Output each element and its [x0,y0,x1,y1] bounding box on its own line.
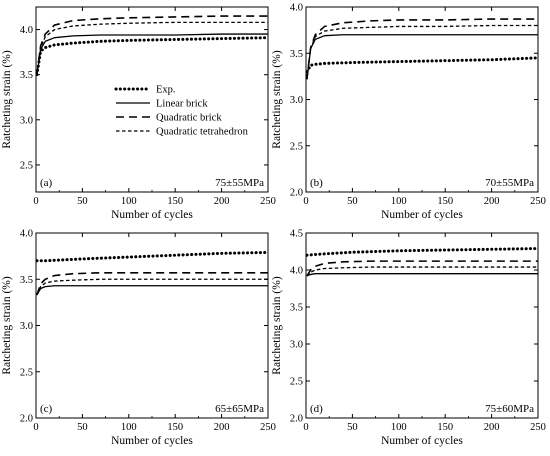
y-tick-label: 4.0 [20,25,33,36]
x-tick-label: 0 [303,196,308,207]
series-line-quadratic-tetrahedron [36,21,268,75]
x-tick-label: 50 [347,422,358,433]
y-axis-title: Ratcheting strain (%) [1,276,13,375]
series-line-linear-brick [306,273,538,277]
panel-label: (b) [310,177,323,189]
y-tick-label: 2.5 [290,141,303,152]
loading-annotation: 75±60MPa [485,403,534,415]
series-line-quadratic-tetrahedron [306,266,538,277]
x-tick-label: 150 [167,422,183,433]
series-line-exp [36,250,268,263]
series-line-quadratic-brick [36,15,268,75]
y-tick-label: 2.5 [20,160,33,171]
legend: Exp. Linear brick Quadratic brick Quadratic… [114,85,249,138]
y-axis-title: Ratcheting strain (%) [1,50,13,149]
x-tick-label: 200 [214,196,230,207]
x-tick-label: 250 [530,196,546,207]
x-tick-label: 50 [77,196,88,207]
x-tick-label: 100 [121,422,137,433]
x-axis-title: Number of cycles [381,435,463,447]
y-tick-label: 3.5 [290,303,303,314]
y-tick-label: 2.0 [20,414,33,425]
legend-label: Quadratic tetrahedron [156,127,249,138]
y-axis-title: Ratcheting strain (%) [271,276,283,375]
chart-panel-a: 0 50 100 150 200 250 2.5 3.0 3.5 4.0 Number of cyc… [1,6,276,221]
y-tick-label: 4.0 [290,266,303,277]
series-line-linear-brick [36,33,268,75]
series-line-exp [36,36,268,77]
legend-label: Exp. [156,85,176,96]
x-tick-label: 50 [347,196,358,207]
y-tick-label: 3.0 [290,95,303,106]
y-tick-label: 3.5 [20,275,33,286]
x-tick-label: 200 [484,196,500,207]
x-axis-title: Number of cycles [381,209,463,221]
x-tick-label: 250 [260,422,276,433]
series-line-quadratic-tetrahedron [306,24,538,80]
x-tick-label: 200 [484,422,500,433]
y-tick-label: 4.0 [290,3,303,14]
y-tick-label: 3.0 [20,115,33,126]
y-tick-label: 2.5 [20,367,33,378]
x-axis-title: Number of cycles [111,435,193,447]
x-tick-label: 0 [33,196,38,207]
chart-panel-d: 0 50 100 150 200 250 2.0 2.5 3.0 3.5 4.0 4.5 Number … [271,229,546,448]
x-tick-label: 200 [214,422,230,433]
x-tick-label: 100 [391,196,407,207]
loading-annotation: 75±55MPa [215,177,264,189]
series-line-exp [306,247,538,257]
y-tick-label: 3.5 [290,49,303,60]
y-tick-label: 3.5 [20,70,33,81]
panel-label: (a) [40,177,53,189]
x-tick-label: 100 [121,196,137,207]
y-tick-label: 3.0 [290,340,303,351]
series-line-quadratic-brick [36,271,268,296]
loading-annotation: 70±55MPa [485,177,534,189]
legend-label: Linear brick [156,99,208,110]
y-tick-label: 2.0 [290,188,303,199]
series-line-linear-brick [36,285,268,296]
legend-label: Quadratic brick [156,113,222,124]
series-line-exp [306,56,538,74]
x-tick-label: 50 [77,422,88,433]
x-tick-label: 100 [391,422,407,433]
series-line-quadratic-brick [306,260,538,277]
y-tick-label: 2.0 [290,414,303,425]
x-axis-title: Number of cycles [111,209,193,221]
y-tick-label: 2.5 [290,377,303,388]
chart-panel-c: 0 50 100 150 200 250 2.0 2.5 3.0 3.5 4.0 Number of … [1,229,276,448]
series-line-quadratic-tetrahedron [36,278,268,296]
y-tick-label: 3.0 [20,321,33,332]
x-tick-label: 150 [437,196,453,207]
panel-label: (c) [40,403,53,415]
y-tick-label: 4.0 [20,229,33,240]
loading-annotation: 65±65MPa [215,403,264,415]
y-tick-label: 4.5 [290,229,303,240]
x-tick-label: 150 [167,196,183,207]
x-tick-label: 150 [437,422,453,433]
x-tick-label: 250 [530,422,546,433]
y-axis-title: Ratcheting strain (%) [271,50,283,149]
chart-panel-b: 0 50 100 150 200 250 2.0 2.5 3.0 3.5 4.0 Number of … [271,3,546,222]
series-line-quadratic-brick [306,18,538,80]
x-tick-label: 0 [33,422,38,433]
panel-label: (d) [310,403,323,415]
series-line-linear-brick [306,34,538,80]
x-tick-label: 0 [303,422,308,433]
x-tick-label: 250 [260,196,276,207]
